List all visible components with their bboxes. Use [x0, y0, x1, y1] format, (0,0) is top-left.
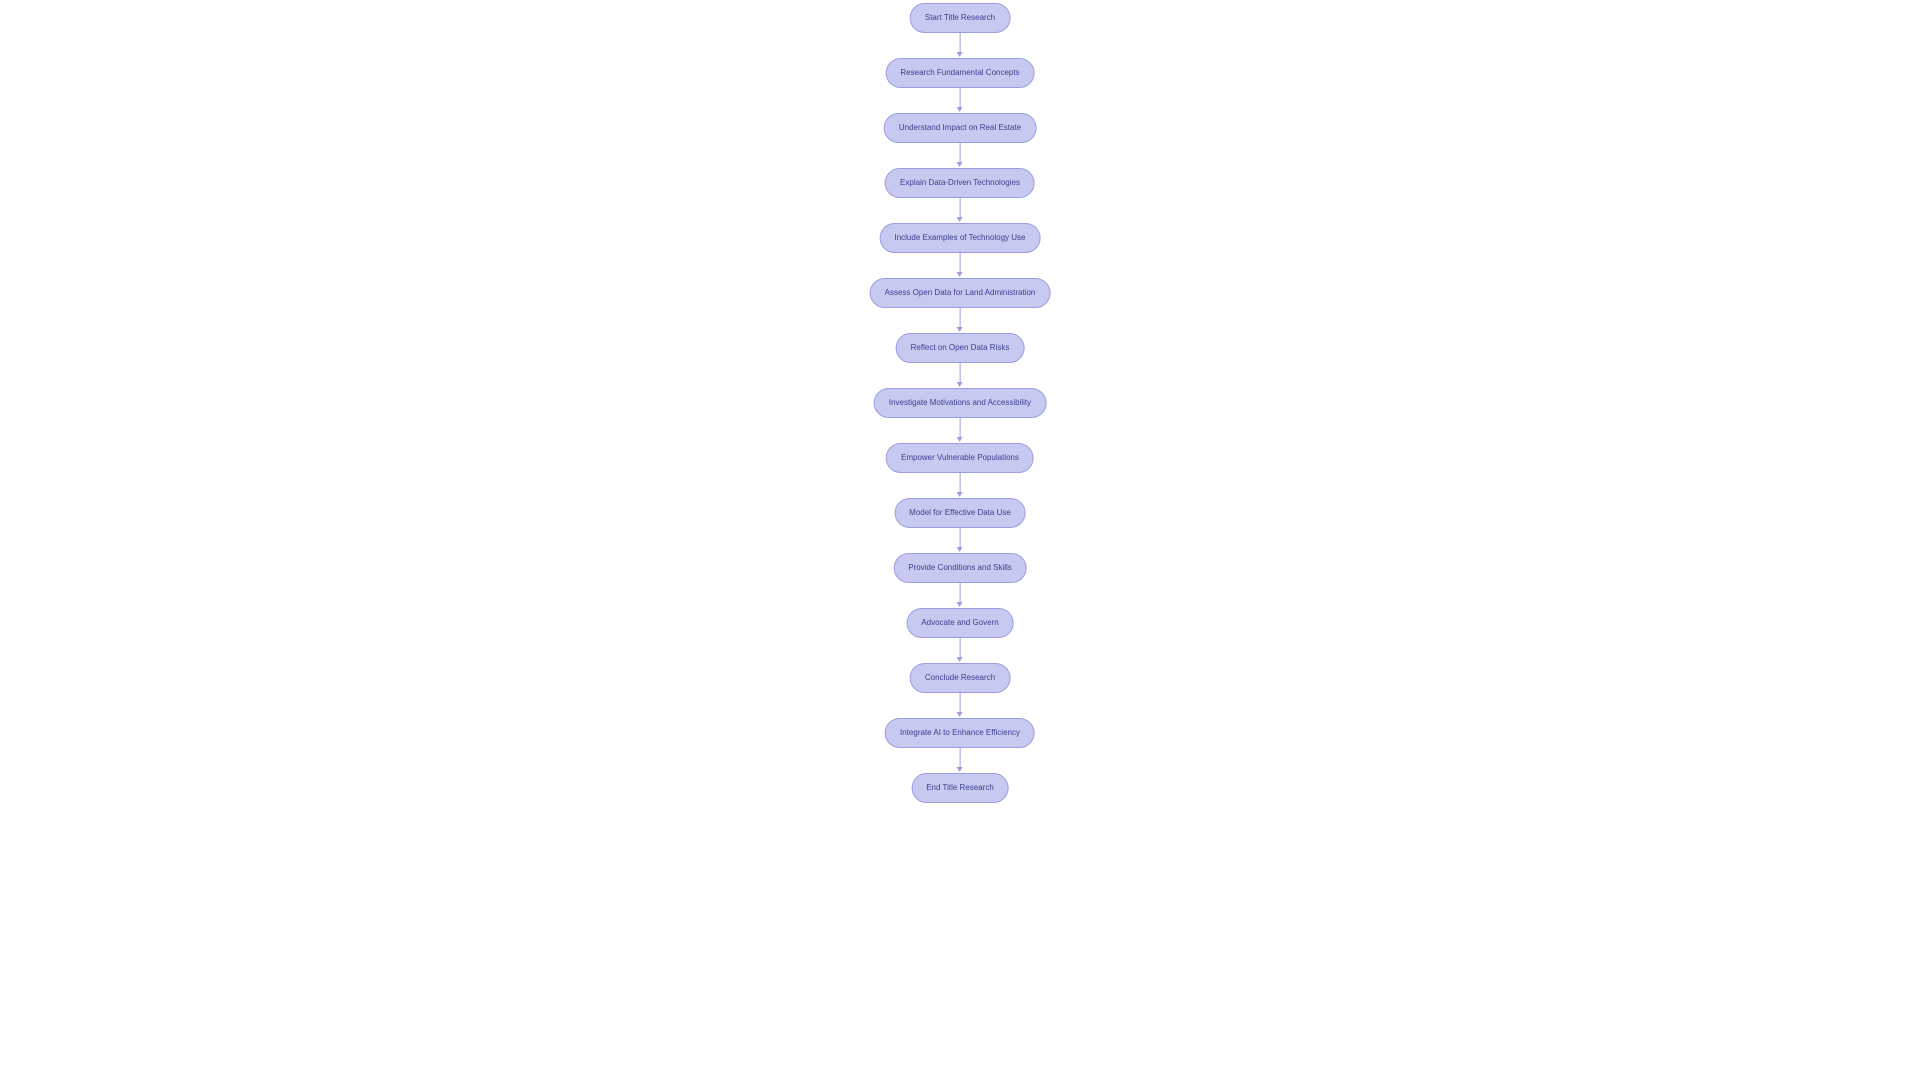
- flow-node: Provide Conditions and Skills: [893, 553, 1027, 583]
- flow-arrow: [957, 363, 963, 388]
- flow-arrow: [957, 638, 963, 663]
- flow-node: Research Fundamental Concepts: [885, 58, 1034, 88]
- flow-arrow: [957, 693, 963, 718]
- flow-node: Empower Vulnerable Populations: [886, 443, 1034, 473]
- flow-arrow: [957, 143, 963, 168]
- flow-node: Investigate Motivations and Accessibilit…: [874, 388, 1046, 418]
- flow-arrow: [957, 308, 963, 333]
- flow-node: Model for Effective Data Use: [894, 498, 1026, 528]
- flow-arrow: [957, 528, 963, 553]
- flow-node: Understand Impact on Real Estate: [884, 113, 1036, 143]
- flow-node: Conclude Research: [910, 663, 1010, 693]
- flow-node: Start Title Research: [910, 3, 1010, 33]
- flow-arrow: [957, 748, 963, 773]
- flow-node: Explain Data-Driven Technologies: [885, 168, 1035, 198]
- flowchart-container: Start Title Research Research Fundamenta…: [870, 3, 1051, 803]
- flow-node: Include Examples of Technology Use: [879, 223, 1040, 253]
- flow-node: Integrate AI to Enhance Efficiency: [885, 718, 1035, 748]
- flow-node: Reflect on Open Data Risks: [896, 333, 1025, 363]
- flow-arrow: [957, 253, 963, 278]
- flow-arrow: [957, 473, 963, 498]
- flow-node: Assess Open Data for Land Administration: [870, 278, 1051, 308]
- flow-node: Advocate and Govern: [906, 608, 1013, 638]
- flow-node: End Title Research: [911, 773, 1009, 803]
- flow-arrow: [957, 33, 963, 58]
- flow-arrow: [957, 583, 963, 608]
- flow-arrow: [957, 198, 963, 223]
- flow-arrow: [957, 418, 963, 443]
- flow-arrow: [957, 88, 963, 113]
